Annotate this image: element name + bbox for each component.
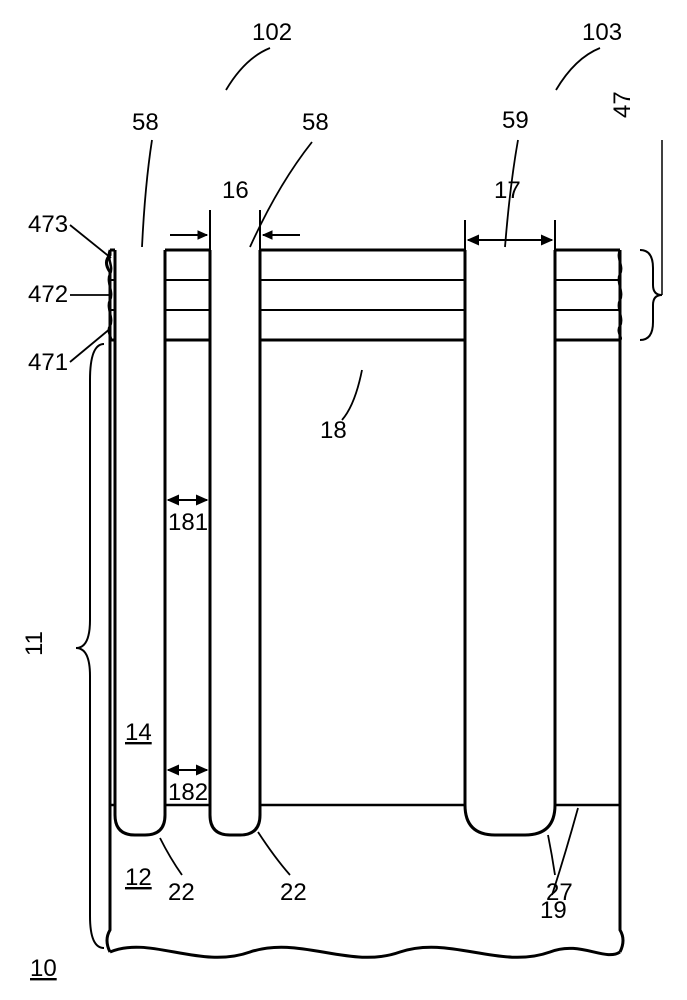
- label-471: 471: [28, 349, 68, 376]
- bracket-47: [640, 250, 662, 340]
- label-10: 10: [30, 955, 57, 982]
- dim-16: [170, 210, 300, 260]
- label-58b: 58: [302, 109, 329, 136]
- label-58a: 58: [132, 109, 159, 136]
- body-right-side: [620, 340, 623, 952]
- label-16: 16: [222, 177, 249, 204]
- cross-section-figure: 10 11 12 14 16 17 18 19 22 22 27 47 58 5…: [0, 0, 687, 1000]
- bottom-break: [110, 947, 620, 957]
- label-27: 27: [546, 879, 573, 906]
- label-17: 17: [494, 177, 521, 204]
- label-18: 18: [320, 417, 347, 444]
- labels-group: 10 11 12 14 16 17 18 19 22 22 27 47 58 5…: [21, 19, 636, 982]
- label-12: 12: [125, 864, 152, 891]
- label-181: 181: [168, 509, 208, 536]
- brace-11: [76, 344, 104, 948]
- body-left-side: [107, 340, 110, 952]
- label-22a: 22: [168, 879, 195, 906]
- label-182: 182: [168, 779, 208, 806]
- top-thin-layers: [110, 250, 620, 310]
- device-outline: [107, 250, 621, 835]
- label-14: 14: [125, 719, 152, 746]
- label-11: 11: [21, 631, 48, 656]
- label-59: 59: [502, 107, 529, 134]
- label-103: 103: [582, 19, 622, 46]
- trench-top-openings: [115, 250, 555, 340]
- leaders: [70, 48, 600, 895]
- dim-17: [465, 220, 555, 260]
- label-102: 102: [252, 19, 292, 46]
- label-47: 47: [609, 91, 636, 118]
- label-473: 473: [28, 211, 68, 238]
- label-22b: 22: [280, 879, 307, 906]
- label-472: 472: [28, 281, 68, 308]
